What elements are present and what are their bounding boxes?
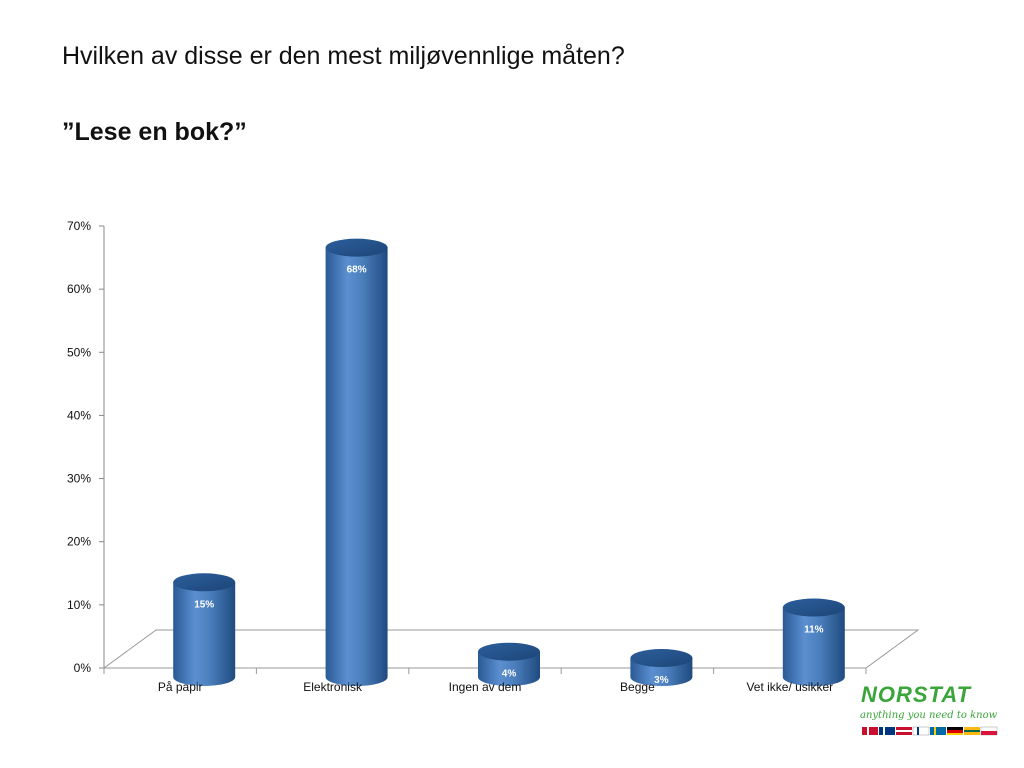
bar-cap (782, 598, 845, 617)
bar-cap (478, 642, 540, 661)
data-label: 15% (194, 599, 214, 610)
logo-tagline: anything you need to know (860, 710, 998, 721)
y-tick-label: 20% (67, 535, 91, 549)
data-label: 68% (347, 265, 367, 276)
bar-body (173, 582, 236, 686)
bar-ingen-av-dem (478, 642, 540, 686)
bar-body (782, 607, 845, 686)
y-tick-label: 60% (67, 282, 91, 296)
x-category-label: På papir (158, 680, 203, 694)
bar-body (478, 651, 540, 686)
bar-cap (173, 573, 236, 592)
y-tick-label: 50% (67, 345, 91, 359)
y-tick-label: 10% (67, 598, 91, 612)
y-tick-label: 0% (74, 661, 92, 675)
x-category-label: Vet ikke/ usikker (746, 680, 833, 694)
bar-body (325, 247, 388, 686)
data-label: 4% (502, 669, 517, 680)
norstat-logo: NORSTAT anything you need to know (858, 682, 1008, 742)
y-tick-label: 70% (67, 219, 91, 233)
x-category-label: Begge (620, 680, 655, 694)
data-label: 3% (654, 675, 669, 686)
slide-title: Hvilken av disse er den mest miljøvennli… (62, 42, 625, 70)
bar-cap (325, 238, 388, 257)
bar-elektronisk (325, 238, 388, 686)
x-category-label: Ingen av dem (449, 680, 522, 694)
axis-layer: 0% 10% 20% 30% 40% 50% 60% 70% (67, 219, 105, 675)
y-tick-label: 30% (67, 472, 91, 486)
y-tick-label: 40% (67, 408, 91, 422)
data-label: 11% (804, 625, 824, 636)
logo-wordmark: NORSTAT (861, 682, 972, 707)
bar-vet-ikke-usikker (782, 598, 845, 686)
x-category-label: Elektronisk (303, 680, 363, 694)
flags-icon (862, 726, 998, 736)
bar-p-papir (173, 573, 236, 686)
bar-begge (630, 649, 693, 686)
bar-cap (630, 649, 693, 668)
labels-layer: 15% 68% 4% 3% 11% På papir Elektronisk Ingen av… (158, 265, 833, 694)
slide-subtitle: ”Lese en bok?” (62, 118, 247, 146)
bars-layer (173, 238, 845, 686)
